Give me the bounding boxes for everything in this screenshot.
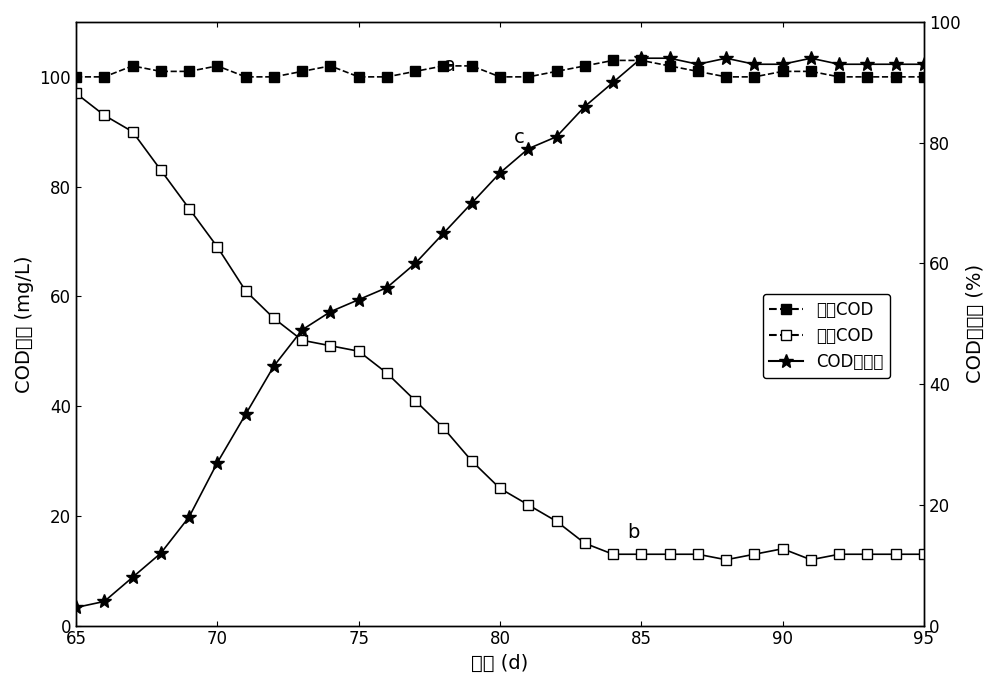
Text: c: c (514, 128, 525, 147)
Text: b: b (627, 523, 640, 541)
Text: a: a (443, 56, 455, 76)
Y-axis label: COD去除率 (%): COD去除率 (%) (966, 264, 985, 383)
Y-axis label: COD浓度 (mg/L): COD浓度 (mg/L) (15, 255, 34, 393)
X-axis label: 时间 (d): 时间 (d) (471, 654, 529, 673)
Legend: 进水COD, 出水COD, COD去除率: 进水COD, 出水COD, COD去除率 (763, 294, 890, 378)
